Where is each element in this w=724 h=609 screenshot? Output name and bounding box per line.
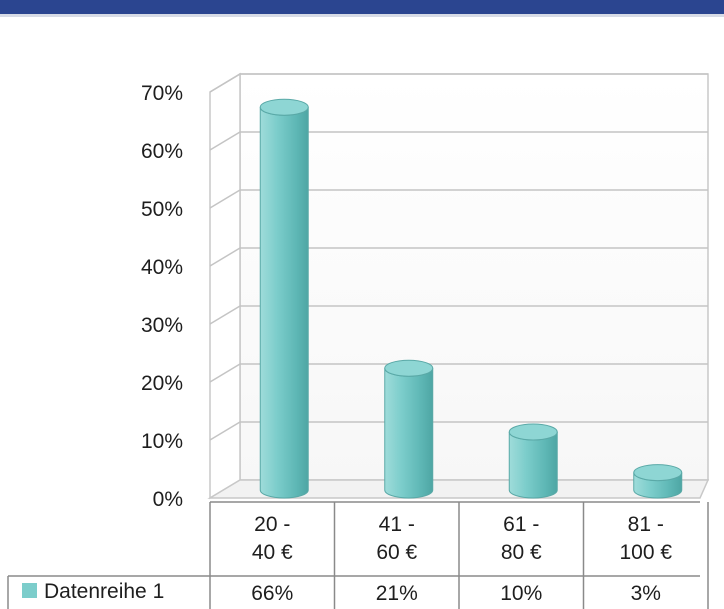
y-tick-label: 30% bbox=[141, 314, 183, 337]
back-wall bbox=[239, 73, 709, 481]
bar-series bbox=[259, 98, 683, 499]
top-banner-bar bbox=[0, 0, 724, 14]
gridline bbox=[209, 189, 708, 209]
bar-top bbox=[259, 98, 309, 116]
side-wall bbox=[209, 72, 241, 500]
data-label: 21% bbox=[376, 582, 418, 605]
x-tick-label: 81 -100 € bbox=[619, 513, 672, 564]
top-banner-underline bbox=[0, 14, 724, 17]
data-table: 20 -40 € 41 -60 € 61 -80 € 81 -100 € Datenre… bbox=[7, 501, 709, 609]
gridlines bbox=[209, 73, 708, 441]
y-tick-label: 70% bbox=[141, 82, 183, 105]
y-tick-label: 0% bbox=[153, 488, 183, 511]
x-tick-label: 41 -60 € bbox=[376, 513, 417, 564]
gridline bbox=[209, 305, 708, 325]
data-label: 66% bbox=[251, 582, 293, 605]
y-tick-label: 10% bbox=[141, 430, 183, 453]
legend-label: Datenreihe 1 bbox=[44, 580, 164, 603]
y-tick-label: 60% bbox=[141, 140, 183, 163]
gridline bbox=[209, 363, 708, 383]
bar-top bbox=[508, 423, 558, 441]
y-tick-label: 20% bbox=[141, 372, 183, 395]
bar-top bbox=[633, 464, 683, 482]
bar bbox=[633, 464, 683, 499]
chart-walls bbox=[207, 72, 710, 500]
x-tick-label: 20 -40 € bbox=[252, 513, 293, 564]
y-axis-tick-labels: 0% 10% 20% 30% 40% 50% 60% 70% bbox=[141, 82, 183, 511]
data-label: 3% bbox=[631, 582, 661, 605]
gridline bbox=[209, 73, 708, 93]
bar-body bbox=[259, 107, 309, 499]
bar bbox=[508, 423, 558, 499]
bar-top bbox=[384, 359, 434, 377]
gridline bbox=[209, 421, 708, 441]
bar-body bbox=[384, 368, 434, 499]
bar bbox=[384, 359, 434, 499]
gridline bbox=[209, 247, 708, 267]
bar-body bbox=[508, 431, 558, 499]
x-tick-label: 61 -80 € bbox=[501, 513, 542, 564]
legend-swatch bbox=[22, 583, 37, 598]
y-tick-label: 50% bbox=[141, 198, 183, 221]
gridline bbox=[209, 131, 708, 151]
data-label: 10% bbox=[500, 582, 542, 605]
y-tick-label: 40% bbox=[141, 256, 183, 279]
bar bbox=[259, 98, 309, 499]
